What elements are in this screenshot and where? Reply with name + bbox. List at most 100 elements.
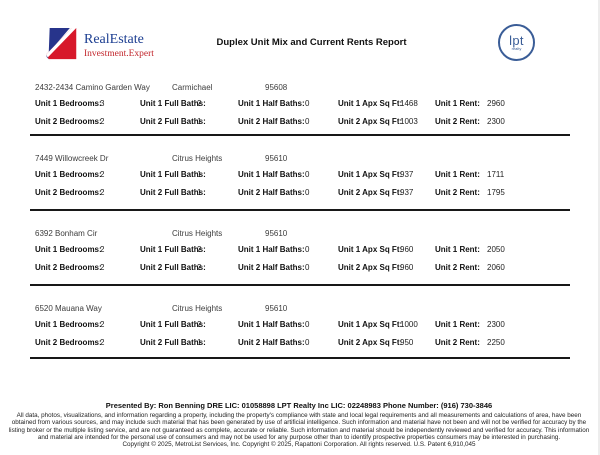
field-value: 2 [197, 245, 202, 254]
field-label: Unit 1 Bedrooms: [35, 99, 102, 108]
field-label: Unit 1 Bedrooms: [35, 245, 102, 254]
field-value: 2 [197, 320, 202, 329]
field-label: Unit 2 Apx Sq Ft: [338, 338, 403, 347]
field-value: 2060 [487, 263, 505, 272]
field-value: 2250 [487, 338, 505, 347]
field-value: 2 [100, 338, 105, 347]
property-address-row: 7449 Willowcreek Dr Citrus Heights 95610 [0, 154, 598, 165]
field-value: 2 [100, 117, 105, 126]
unit-2-row: Unit 2 Bedrooms: 2 Unit 2 Full Baths: 1 … [0, 188, 598, 199]
section-divider [30, 134, 570, 136]
property-address: 7449 Willowcreek Dr [35, 154, 109, 163]
field-label: Unit 2 Full Baths: [140, 338, 206, 347]
field-label: Unit 1 Half Baths: [238, 245, 305, 254]
property-zip: 95608 [265, 83, 288, 92]
field-value: 0 [305, 170, 310, 179]
field-label: Unit 2 Half Baths: [238, 263, 305, 272]
field-value: 960 [400, 263, 414, 272]
field-value: 0 [305, 338, 310, 347]
field-label: Unit 2 Bedrooms: [35, 117, 102, 126]
lpt-logo-text: lpt [509, 32, 524, 48]
unit-2-row: Unit 2 Bedrooms: 2 Unit 2 Full Baths: 1 … [0, 338, 598, 349]
section-divider [30, 284, 570, 286]
field-label: Unit 1 Full Baths: [140, 170, 206, 179]
field-label: Unit 1 Rent: [435, 245, 480, 254]
field-value: 3 [100, 99, 105, 108]
field-label: Unit 2 Half Baths: [238, 188, 305, 197]
field-label: Unit 1 Full Baths: [140, 99, 206, 108]
property-section-3: 6392 Bonham Cir Citrus Heights 95610 Uni… [0, 224, 598, 292]
lpt-logo-subtext: realty [511, 45, 522, 51]
field-value: 0 [305, 188, 310, 197]
unit-1-row: Unit 1 Bedrooms: 2 Unit 1 Full Baths: 2 … [0, 320, 598, 331]
lpt-realty-logo: lpt realty [498, 24, 535, 61]
field-value: 2960 [487, 99, 505, 108]
field-label: Unit 1 Rent: [435, 99, 480, 108]
unit-1-row: Unit 1 Bedrooms: 3 Unit 1 Full Baths: 2 … [0, 99, 598, 110]
field-label: Unit 1 Full Baths: [140, 245, 206, 254]
property-city: Carmichael [172, 83, 213, 92]
field-value: 1000 [400, 320, 418, 329]
field-label: Unit 2 Rent: [435, 188, 480, 197]
field-label: Unit 2 Bedrooms: [35, 263, 102, 272]
field-value: 2050 [487, 245, 505, 254]
field-value: 2 [100, 188, 105, 197]
field-value: 950 [400, 338, 414, 347]
property-city: Citrus Heights [172, 229, 223, 238]
field-value: 2 [100, 170, 105, 179]
section-divider [30, 357, 570, 359]
field-value: 2 [100, 245, 105, 254]
field-value: 2300 [487, 117, 505, 126]
copyright-text: Copyright © 2025, MetroList Services, In… [122, 441, 476, 449]
presented-by-line: Presented By: Ron Benning DRE LIC: 01058… [105, 401, 493, 410]
field-label: Unit 1 Apx Sq Ft: [338, 99, 403, 108]
property-zip: 95610 [265, 154, 288, 163]
unit-2-row: Unit 2 Bedrooms: 2 Unit 2 Full Baths: 2 … [0, 263, 598, 274]
property-city: Citrus Heights [172, 304, 223, 313]
field-label: Unit 1 Apx Sq Ft: [338, 170, 403, 179]
brand-tagline: Investment.Expert [84, 48, 154, 59]
field-label: Unit 1 Half Baths: [238, 170, 305, 179]
field-value: 1468 [400, 99, 418, 108]
field-label: Unit 1 Rent: [435, 320, 480, 329]
realestate-logo-icon [46, 28, 77, 62]
field-value: 0 [305, 320, 310, 329]
field-label: Unit 2 Full Baths: [140, 263, 206, 272]
legal-footer: All data, photos, visualizations, and in… [8, 412, 590, 448]
field-label: Unit 2 Rent: [435, 338, 480, 347]
field-value: 2300 [487, 320, 505, 329]
field-value: 1003 [400, 117, 418, 126]
disclaimer-text: All data, photos, visualizations, and in… [8, 412, 590, 441]
field-value: 1 [197, 188, 202, 197]
field-value: 960 [400, 245, 414, 254]
property-address-row: 6392 Bonham Cir Citrus Heights 95610 [0, 229, 598, 240]
property-city: Citrus Heights [172, 154, 223, 163]
field-value: 937 [400, 188, 414, 197]
field-label: Unit 1 Rent: [435, 170, 480, 179]
field-label: Unit 1 Bedrooms: [35, 320, 102, 329]
property-section-2: 7449 Willowcreek Dr Citrus Heights 95610… [0, 149, 598, 217]
field-label: Unit 1 Bedrooms: [35, 170, 102, 179]
property-zip: 95610 [265, 229, 288, 238]
unit-1-row: Unit 1 Bedrooms: 2 Unit 1 Full Baths: 1 … [0, 170, 598, 181]
field-label: Unit 2 Apx Sq Ft: [338, 117, 403, 126]
field-value: 1 [197, 338, 202, 347]
field-value: 2 [100, 263, 105, 272]
property-zip: 95610 [265, 304, 288, 313]
property-address-row: 6520 Mauana Way Citrus Heights 95610 [0, 304, 598, 315]
property-address: 2432-2434 Camino Garden Way [35, 83, 150, 92]
field-value: 1711 [487, 170, 505, 179]
field-label: Unit 2 Apx Sq Ft: [338, 263, 403, 272]
field-label: Unit 2 Bedrooms: [35, 338, 102, 347]
unit-1-row: Unit 1 Bedrooms: 2 Unit 1 Full Baths: 2 … [0, 245, 598, 256]
section-divider [30, 209, 570, 211]
property-address-row: 2432-2434 Camino Garden Way Carmichael 9… [0, 83, 598, 94]
unit-2-row: Unit 2 Bedrooms: 2 Unit 2 Full Baths: 1 … [0, 117, 598, 128]
field-label: Unit 2 Apx Sq Ft: [338, 188, 403, 197]
brand-name: RealEstate [84, 32, 144, 47]
realestate-logo-text: RealEstate Investment.Expert [84, 27, 154, 60]
field-value: 1795 [487, 188, 505, 197]
page-title: Duplex Unit Mix and Current Rents Report [216, 37, 407, 48]
field-label: Unit 2 Rent: [435, 263, 480, 272]
property-section-4: 6520 Mauana Way Citrus Heights 95610 Uni… [0, 299, 598, 367]
